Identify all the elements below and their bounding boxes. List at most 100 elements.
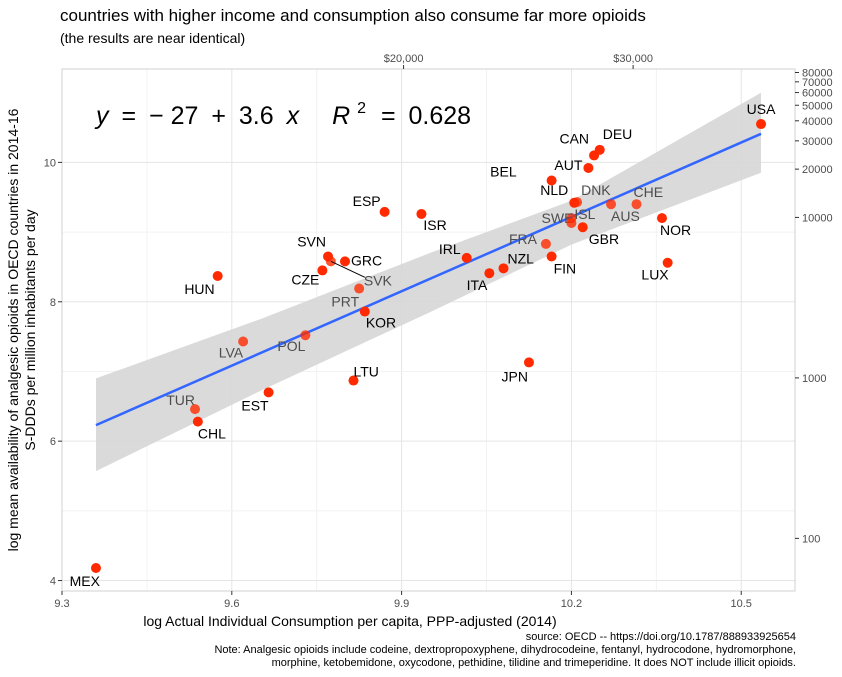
gridlines <box>61 69 795 591</box>
x-tick-label: 9.3 <box>54 598 69 610</box>
label-esp: ESP <box>353 193 381 209</box>
label-bel: BEL <box>490 164 517 180</box>
label-ltu: LTU <box>354 364 379 380</box>
label-lva: LVA <box>219 344 244 360</box>
point-nzl <box>498 263 509 274</box>
point-isl <box>566 218 577 229</box>
label-mex: MEX <box>70 573 101 589</box>
point-bel <box>546 175 557 186</box>
x-tick-label: 10.2 <box>561 598 582 610</box>
point-esp <box>379 206 390 217</box>
point-fin <box>546 251 557 262</box>
label-svn: SVN <box>297 233 326 249</box>
label-dnk: DNK <box>581 182 611 198</box>
label-kor: KOR <box>366 315 396 331</box>
y-tick-label: 8 <box>50 297 56 309</box>
x-tick-label: 10.5 <box>731 598 752 610</box>
regression-line <box>95 132 762 427</box>
point-jpn <box>523 357 534 368</box>
point-lux <box>662 257 673 268</box>
label-tur: TUR <box>166 392 195 408</box>
point-chl <box>192 416 203 427</box>
point-kor <box>359 306 370 317</box>
leader-svk <box>330 260 366 278</box>
label-che: CHE <box>634 184 664 200</box>
right-tick-label: 80000 <box>802 67 833 79</box>
y-tick-label: 10 <box>44 157 56 169</box>
top-tick-label: $30,000 <box>613 53 653 65</box>
x-tick-label: 9.6 <box>224 598 239 610</box>
right-tick-label: 20000 <box>802 164 833 176</box>
label-nor: NOR <box>660 222 691 238</box>
label-fra: FRA <box>509 231 538 247</box>
right-tick-label: 50000 <box>802 100 833 112</box>
point-irl <box>461 252 472 263</box>
equation-equals: = <box>121 102 136 130</box>
point-che <box>631 199 642 210</box>
point-nor <box>656 213 667 224</box>
chart-title: countries with higher income and consump… <box>60 6 646 25</box>
point-prt <box>354 283 365 294</box>
point-cze <box>317 265 328 276</box>
footnote-line-2: morphine, ketobemidone, oxycodone, pethi… <box>271 657 796 669</box>
point-lva <box>238 336 249 347</box>
point-pol <box>300 330 311 341</box>
equation-r: R <box>332 102 350 130</box>
label-grc: GRC <box>351 252 382 268</box>
point-aus <box>606 199 617 210</box>
equation-plus: + <box>211 102 226 130</box>
label-fin: FIN <box>554 260 577 276</box>
label-irl: IRL <box>439 241 461 257</box>
label-svk: SVK <box>364 272 393 288</box>
label-swe: SWE <box>542 210 574 226</box>
equation-intercept: 27 <box>171 102 199 130</box>
label-ita: ITA <box>467 277 488 293</box>
footnote-line-1: Note: Analgesic opioids include codeine,… <box>214 644 796 656</box>
label-cze: CZE <box>291 271 319 287</box>
point-ltu <box>348 375 359 386</box>
label-can: CAN <box>559 130 589 146</box>
point-gbr <box>577 222 588 233</box>
label-lux: LUX <box>641 267 669 283</box>
right-tick-label: 70000 <box>802 77 833 89</box>
label-prt: PRT <box>331 294 359 310</box>
equation-r-exponent: 2 <box>357 100 366 117</box>
label-est: EST <box>241 397 269 413</box>
label-nzl: NZL <box>507 250 534 266</box>
right-tick-label: 100 <box>802 533 820 545</box>
point-fra <box>540 238 551 249</box>
confidence-band <box>96 92 761 472</box>
y-axis-label-line2: S-DDDs per million inhabitants per day <box>22 209 38 450</box>
label-aus: AUS <box>611 208 640 224</box>
point-hun <box>212 270 223 281</box>
right-tick-label: 40000 <box>802 116 833 128</box>
label-aut: AUT <box>554 157 582 173</box>
y-tick-label: 4 <box>50 576 56 588</box>
point-tur <box>190 404 201 415</box>
right-tick-label: 10000 <box>802 212 833 224</box>
equation-slope: 3.6 <box>239 102 274 130</box>
label-gbr: GBR <box>589 231 619 247</box>
x-axis-label: log Actual Individual Consumption per ca… <box>143 613 556 629</box>
label-chl: CHL <box>198 426 226 442</box>
point-isr <box>416 208 427 219</box>
right-tick-label: 1000 <box>802 373 826 385</box>
point-est <box>263 387 274 398</box>
chart-subtitle: (the results are near identical) <box>60 30 246 46</box>
point-usa <box>756 119 767 130</box>
label-isl: ISL <box>574 206 595 222</box>
label-nld: NLD <box>540 182 568 198</box>
equation-y: y <box>94 102 110 130</box>
y-tick-label: 6 <box>50 436 56 448</box>
right-tick-label: 60000 <box>802 88 833 100</box>
equation-r2-value: 0.628 <box>409 102 472 130</box>
right-tick-label: 30000 <box>802 136 833 148</box>
point-can <box>589 150 600 161</box>
point-ita <box>484 268 495 279</box>
equation-equals-2: = <box>381 102 396 130</box>
label-jpn: JPN <box>502 368 528 384</box>
equation-minus: − <box>149 102 164 130</box>
label-usa: USA <box>747 101 776 117</box>
point-dnk <box>572 197 583 208</box>
